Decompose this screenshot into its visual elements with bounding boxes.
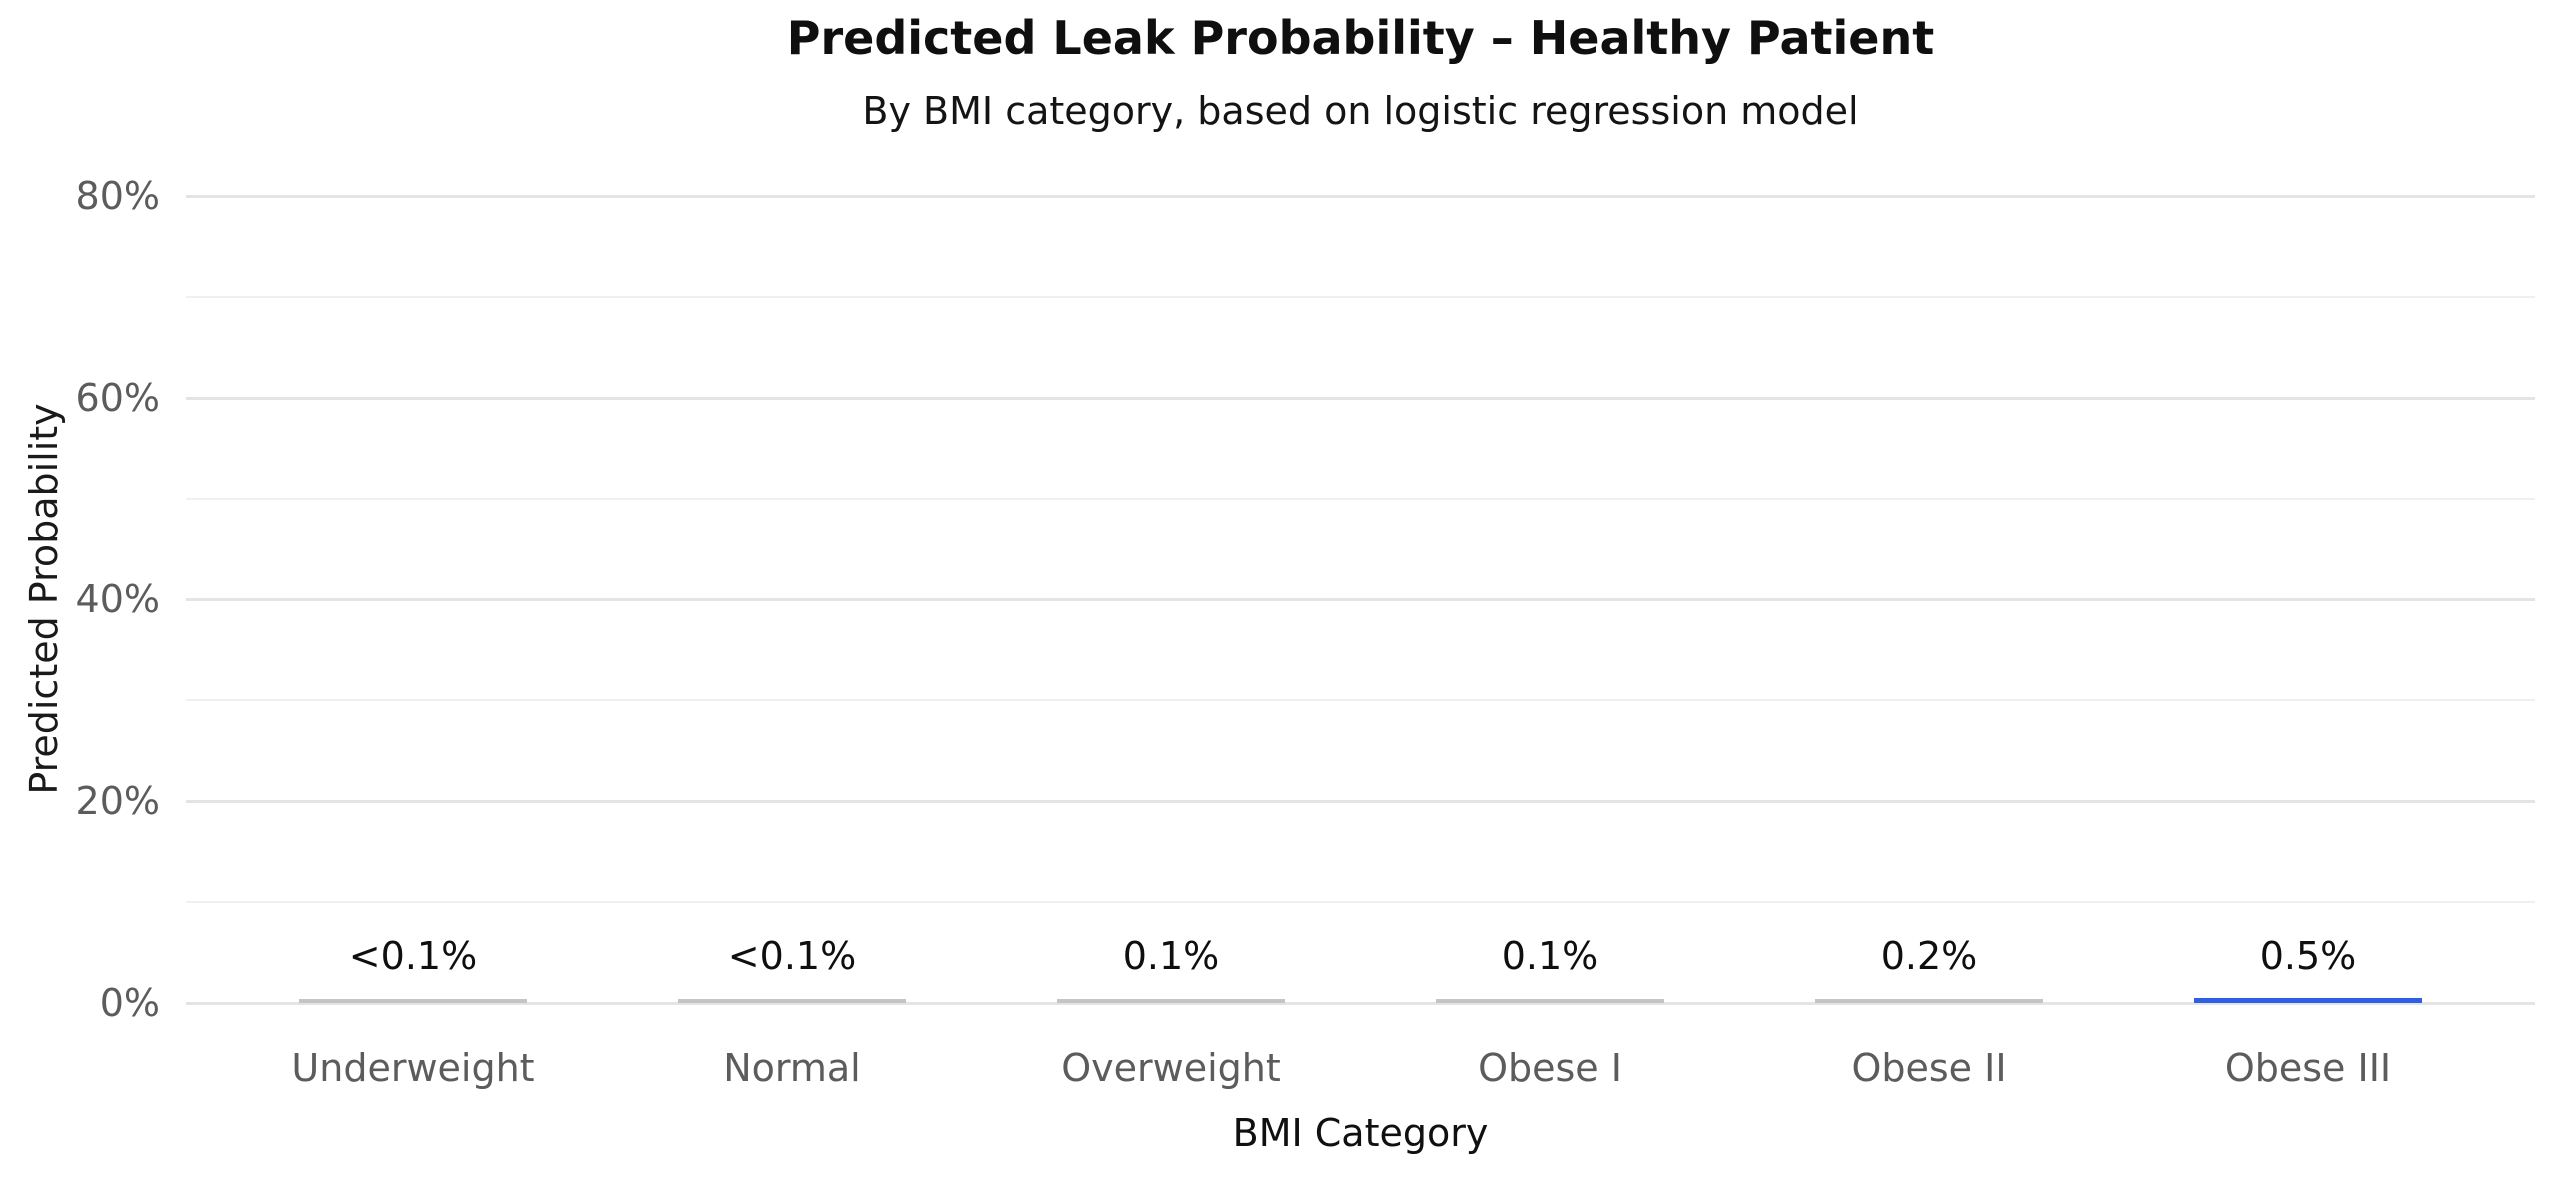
category-label-underweight: Underweight [291,1046,535,1090]
y-tick-label: 80% [75,174,160,218]
gridline-major [186,800,2535,803]
value-label-obese-i: 0.1% [1501,934,1599,978]
gridline-major [186,397,2535,400]
gridline-major [186,195,2535,198]
bar-obese-iii [2194,998,2422,1003]
y-tick-label: 40% [75,577,160,621]
category-label-obese-i: Obese I [1478,1046,1622,1090]
bar-obese-ii [1815,999,2043,1003]
chart-title: Predicted Leak Probability – Healthy Pat… [786,11,1935,65]
category-label-obese-ii: Obese II [1851,1046,2007,1090]
category-label-obese-iii: Obese III [2224,1046,2392,1090]
gridline-minor [186,296,2535,298]
y-tick-label: 60% [75,376,160,420]
gridline-major [186,598,2535,601]
value-label-obese-iii: 0.5% [2259,934,2357,978]
bar-underweight [299,999,527,1003]
value-label-normal: <0.1% [727,934,857,978]
gridline-major [186,1002,2535,1005]
x-axis-title: BMI Category [1232,1111,1489,1155]
gridline-minor [186,901,2535,903]
gridline-minor [186,498,2535,500]
bar-overweight [1057,999,1285,1003]
y-tick-label: 0% [99,981,160,1025]
value-label-overweight: 0.1% [1122,934,1220,978]
chart-subtitle: By BMI category, based on logistic regre… [862,89,1859,133]
category-label-overweight: Overweight [1061,1046,1281,1090]
value-label-obese-ii: 0.2% [1880,934,1978,978]
bar-normal [678,999,906,1003]
y-tick-label: 20% [75,779,160,823]
value-label-underweight: <0.1% [348,934,478,978]
category-label-normal: Normal [723,1046,861,1090]
gridline-minor [186,699,2535,701]
bar-obese-i [1436,999,1664,1003]
